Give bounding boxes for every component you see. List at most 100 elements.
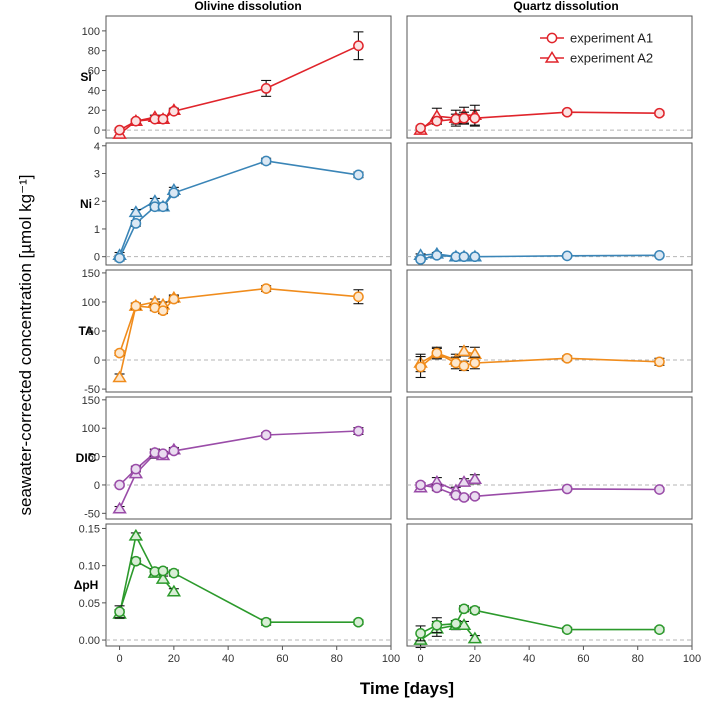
panel-olivine-0 (105, 15, 392, 139)
y-tick-label-0-0: 0 (94, 125, 100, 137)
x-tick-label-1-3: 60 (577, 653, 589, 665)
point-olivine-TA-A1-4 (168, 293, 180, 305)
panels-group: Si 0 20 40 60 80 100 Ni 0 1 2 3 4 TA -50 0 50 100 150 DIC -5… (74, 15, 701, 665)
point-olivine-Si-A1-0 (114, 124, 125, 136)
point-olivine-TA-A2-0 (112, 370, 127, 383)
point-olivine-Ni-A2-1 (128, 205, 144, 218)
point-quartz-TA-A1-6 (654, 356, 665, 368)
column-title-olivine: Olivine dissolution (194, 0, 301, 13)
y-axis-title: seawater-corrected concentration [µmol k… (16, 175, 35, 516)
y-tick-label-0-5: 100 (82, 26, 100, 38)
panel-frame (105, 523, 392, 647)
point-olivine-DIC-A1-6 (353, 425, 364, 437)
x-tick-label-0-3: 60 (276, 653, 288, 665)
x-tick-label-1-2: 40 (523, 653, 535, 665)
point-quartz-TA-A1-1 (431, 347, 443, 359)
y-tick-label-0-2: 40 (88, 85, 100, 97)
point-quartz-TA-A1-3 (458, 360, 470, 372)
point-quartz-Si-A1-3 (458, 112, 470, 124)
column-title-quartz: Quartz dissolution (513, 0, 618, 13)
point-quartz-Ni-A1-3 (458, 251, 470, 263)
point-quartz-Ni-A1-1 (431, 249, 443, 261)
y-tick-label-0-1: 20 (88, 105, 100, 117)
point-quartz-Ni-A1-5 (561, 250, 573, 262)
x-tick-label-0-4: 80 (331, 653, 343, 665)
point-olivine-ΔpH-A1-6 (353, 616, 364, 628)
point-quartz-ΔpH-A1-0 (415, 628, 426, 639)
legend-label-a2: experiment A2 (570, 51, 653, 66)
row-label-3: DIC (76, 451, 97, 465)
point-quartz-ΔpH-A2-4 (467, 631, 483, 644)
y-tick-label-3-2: 50 (88, 452, 100, 464)
x-tick-label-1-5: 100 (683, 653, 701, 665)
legend: experiment A1 experiment A2 (540, 31, 653, 66)
point-quartz-DIC-A1-3 (458, 492, 470, 503)
x-tick-label-1-0: 0 (418, 653, 424, 665)
y-tick-label-3-1: 0 (94, 480, 100, 492)
y-tick-label-1-0: 0 (94, 252, 100, 264)
point-quartz-Si-A1-0 (415, 122, 426, 134)
point-olivine-TA-A1-0 (114, 347, 125, 359)
point-quartz-Si-A1-4 (469, 112, 481, 124)
y-tick-label-4-1: 0.05 (79, 598, 100, 610)
y-tick-label-3-4: 150 (82, 395, 100, 407)
legend-label-a1: experiment A1 (570, 31, 653, 46)
point-quartz-DIC-A1-6 (654, 484, 665, 495)
y-tick-label-2-1: 0 (94, 355, 100, 367)
y-tick-label-1-4: 4 (94, 141, 100, 153)
point-quartz-Si-A1-5 (561, 106, 573, 118)
panel-quartz-2 (406, 269, 693, 393)
point-olivine-Ni-A1-6 (353, 169, 364, 181)
panel-quartz-1 (406, 142, 693, 266)
point-quartz-ΔpH-A1-5 (561, 624, 573, 635)
point-quartz-ΔpH-A1-3 (458, 603, 470, 615)
row-label-0: Si (80, 70, 91, 84)
panel-olivine-1 (105, 142, 392, 266)
y-tick-label-1-3: 3 (94, 169, 100, 181)
point-olivine-TA-A1-1 (130, 300, 142, 312)
y-tick-label-1-2: 2 (94, 196, 100, 208)
point-quartz-DIC-A1-0 (415, 479, 426, 491)
point-quartz-TA-A2-3 (456, 344, 472, 357)
point-quartz-Ni-A1-0 (415, 254, 426, 265)
y-tick-label-3-0: -50 (84, 508, 100, 520)
y-tick-label-0-4: 80 (88, 46, 100, 58)
panel-frame (406, 269, 693, 393)
point-quartz-ΔpH-A1-6 (654, 624, 665, 635)
point-quartz-ΔpH-A1-4 (469, 604, 481, 616)
point-olivine-ΔpH-A1-4 (168, 567, 180, 579)
panel-quartz-3 (406, 396, 693, 520)
point-quartz-DIC-A1-1 (431, 482, 443, 494)
panel-frame (105, 269, 392, 393)
x-tick-label-0-5: 100 (382, 653, 400, 665)
y-tick-label-4-3: 0.15 (79, 523, 100, 535)
point-quartz-TA-A1-4 (469, 357, 481, 369)
point-olivine-TA-A1-5 (260, 283, 272, 294)
point-olivine-DIC-A1-1 (130, 463, 142, 475)
x-axis-title: Time [days] (360, 679, 454, 698)
x-tick-label-0-0: 0 (117, 653, 123, 665)
x-tick-label-1-4: 80 (632, 653, 644, 665)
point-quartz-Ni-A1-4 (469, 251, 481, 263)
point-olivine-TA-A1-3 (157, 305, 169, 317)
x-tick-label-1-1: 20 (469, 653, 481, 665)
point-olivine-Si-A1-6 (353, 40, 364, 52)
point-quartz-Si-A1-6 (654, 107, 665, 119)
x-tick-label-0-2: 40 (222, 653, 234, 665)
point-olivine-Si-A1-5 (260, 83, 272, 94)
panel-olivine-4 (105, 523, 392, 647)
point-quartz-ΔpH-A1-1 (431, 619, 443, 631)
point-olivine-Si-A1-3 (157, 113, 169, 125)
point-olivine-DIC-A1-5 (260, 429, 272, 441)
point-quartz-ΔpH-A1-2 (450, 618, 462, 630)
y-tick-label-4-2: 0.10 (79, 561, 100, 573)
y-tick-label-3-3: 100 (82, 423, 100, 435)
point-olivine-Si-A1-4 (168, 105, 180, 117)
panel-frame (406, 142, 693, 266)
legend-marker-a1 (546, 32, 558, 44)
point-olivine-ΔpH-A1-5 (260, 616, 272, 628)
point-olivine-TA-A1-6 (353, 291, 364, 303)
point-olivine-ΔpH-A2-1 (128, 528, 144, 541)
point-olivine-Ni-A1-0 (114, 252, 125, 264)
